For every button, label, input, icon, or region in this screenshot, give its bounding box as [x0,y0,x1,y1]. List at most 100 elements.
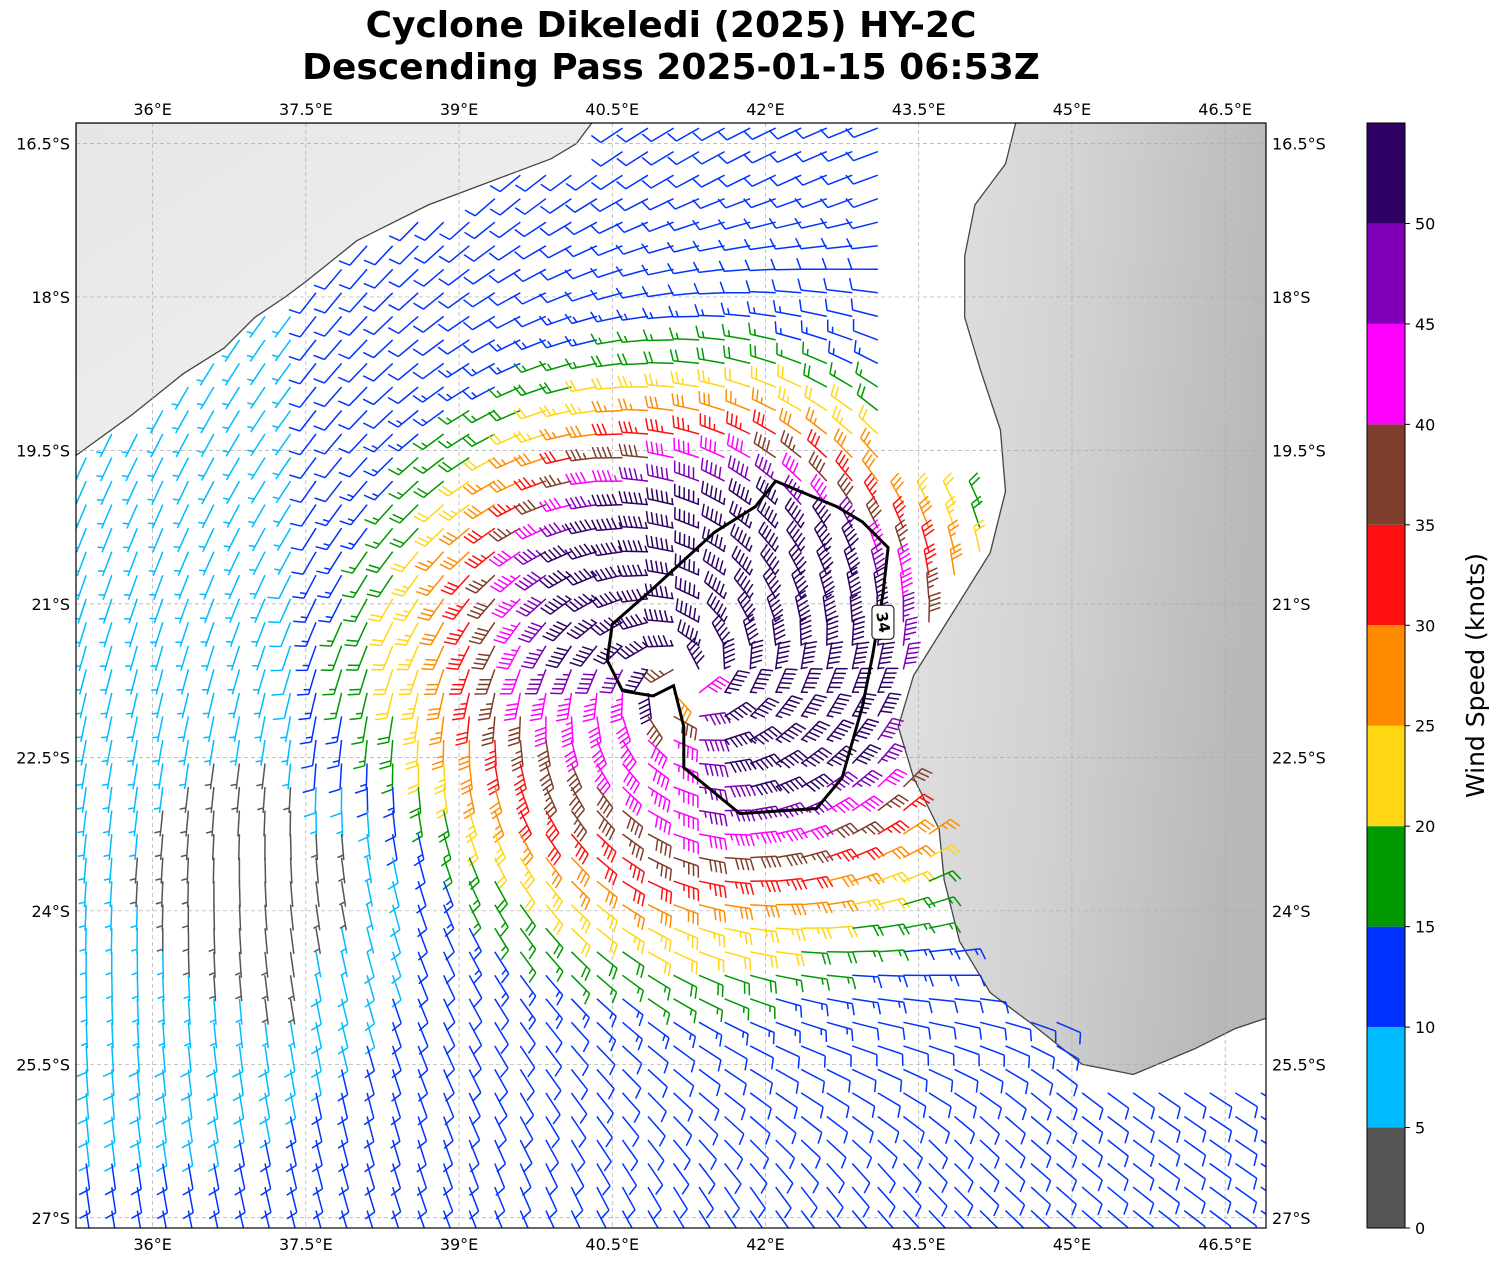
wind-barb-917 [338,881,347,907]
wind-barb-279 [247,433,266,457]
wind-barb-1107 [801,998,829,1017]
wind-barb-894 [622,856,645,884]
wind-barb-837 [877,794,909,812]
gale-force-34kt-contour [605,479,890,816]
wind-barb-119 [388,292,419,311]
wind-barb-1477 [340,1210,348,1228]
wind-barb-705 [800,694,828,719]
wind-barb-312 [272,457,292,480]
wind-barb-854 [466,833,479,867]
wind-barb-217 [196,386,215,410]
wind-barb-671 [749,668,774,694]
wind-barb-358 [618,466,649,482]
wind-barb-120 [413,292,445,310]
map-plot-area: 34 [75,122,1267,1229]
wind-barb-1199 [232,1069,244,1102]
wind-barb-338 [122,480,138,506]
wind-barb-1029 [596,951,618,980]
wind-barb-1159 [206,1045,218,1078]
wind-barb-1435 [468,1186,480,1220]
wind-barb-1486 [570,1210,581,1228]
wind-barb-977 [130,928,139,955]
wind-barb-375 [248,504,266,528]
wind-barb-785 [383,786,395,819]
colorbar-bin-5 [1367,625,1405,726]
wind-barb-337 [96,480,113,506]
wind-barb-1214 [621,1068,642,1099]
wind-barb-1345 [570,1139,586,1172]
wind-barb-391 [645,487,674,506]
wind-barb-154 [642,307,674,320]
wind-barb-1 [616,127,649,143]
wind-barb-890 [519,857,535,890]
wind-barb-7 [768,127,802,140]
wind-barb-1330 [182,1139,194,1173]
wind-barb-856 [519,833,534,867]
wind-barb-291 [539,428,572,441]
wind-barb-212 [776,342,802,365]
wind-barb-1500 [928,1210,947,1228]
wind-barb-344 [272,480,292,504]
wind-barb-638 [749,639,764,670]
wind-barb-1412 [1081,1162,1103,1192]
wind-barb-377 [289,504,317,527]
wind-barb-927 [596,880,619,909]
wind-barb-169 [362,339,394,359]
wind-barb-724 [458,739,471,771]
wind-barb-1291 [390,1116,401,1149]
wind-barb-907 [78,881,87,908]
wind-barb-307 [147,457,164,482]
wind-barb-1368 [1158,1139,1181,1167]
wind-barb-156 [694,304,725,318]
wind-barb-443 [148,551,164,577]
wind-barb-981 [238,928,242,955]
wind-barb-133 [745,280,776,294]
wind-barb-984 [313,928,322,955]
wind-barb-980 [208,928,216,955]
wind-barb-359 [646,463,674,482]
wind-barb-1187 [928,1045,955,1066]
wind-barb-222 [313,386,343,408]
wind-barb-1033 [698,951,725,973]
wind-barb-1016 [261,951,269,978]
wind-barb-42 [590,198,623,213]
wind-barb-463 [645,534,674,553]
wind-barb-1221 [800,1068,826,1094]
wind-barb-483 [249,574,266,600]
wind-barb-796 [673,786,699,808]
wind-barb-681 [177,716,190,743]
wind-barb-1391 [545,1163,558,1196]
colorbar-bin-3 [1367,826,1405,927]
wind-barb-1018 [313,951,322,978]
wind-barb-1443 [672,1186,688,1219]
wind-barb-44 [641,198,674,211]
wind-barb-1255 [673,1092,694,1122]
wind-barb-389 [591,493,623,507]
lon-tick-bottom-0: 36°E [133,1235,171,1254]
wind-barb-1281 [129,1116,142,1149]
colorbar-bin-4 [1367,725,1405,827]
wind-barb-897 [698,856,728,875]
wind-barb-1215 [647,1068,668,1098]
wind-barb-449 [291,551,317,575]
wind-barb-192 [271,362,292,385]
wind-barb-555 [319,621,343,647]
wind-barb-934 [775,877,808,891]
wind-barb-525 [417,598,445,621]
wind-barb-1121 [235,1022,244,1049]
wind-barb-482 [224,574,241,600]
wind-barb-1204 [364,1069,375,1102]
wind-barb-931 [698,880,727,899]
wind-barb-352 [462,480,496,495]
colorbar: 0 5 10 15 20 25 30 35 40 45 50 Wind Speed (knots) [1366,122,1490,1238]
wind-barb-1044 [80,975,88,1002]
wind-barb-1078 [954,974,986,987]
wind-barb-1509 [1158,1210,1180,1228]
wind-barb-521 [318,598,343,623]
wind-barb-1451 [877,1186,896,1218]
wind-barb-1126 [364,1022,376,1055]
wind-barb-951 [339,904,348,931]
wind-barb-1483 [494,1210,503,1228]
wind-barb-665 [582,692,598,723]
wind-barb-1488 [621,1210,633,1228]
